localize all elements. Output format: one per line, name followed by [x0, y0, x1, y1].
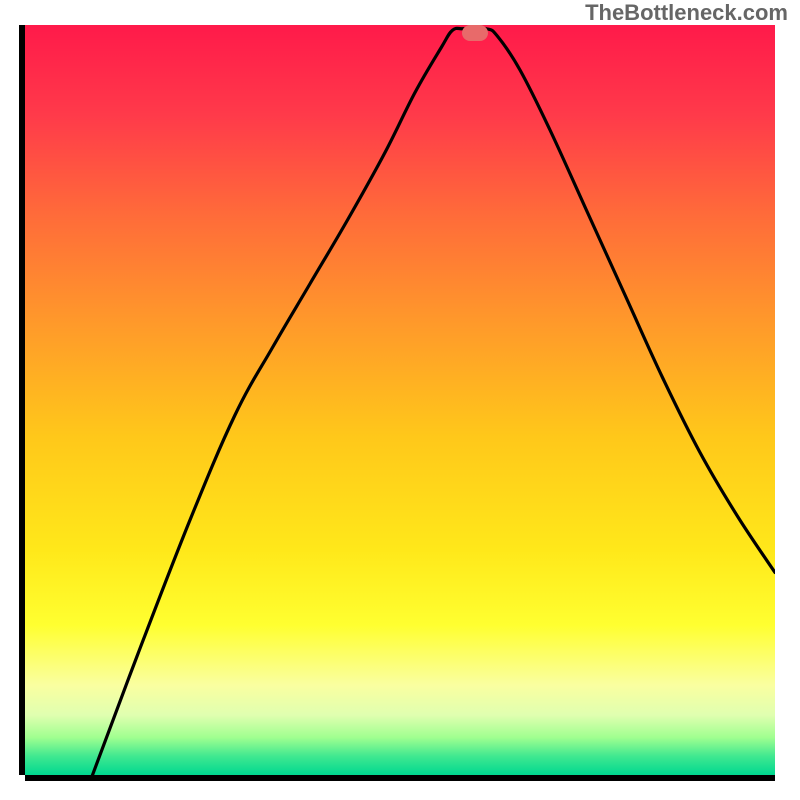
y-axis — [19, 25, 25, 775]
optimal-point-marker — [462, 25, 488, 41]
bottleneck-curve — [25, 25, 775, 775]
plot-area — [25, 25, 775, 775]
chart-container: { "watermark": "TheBottleneck.com", "cha… — [0, 0, 800, 800]
x-axis — [25, 775, 775, 781]
watermark-text: TheBottleneck.com — [585, 0, 788, 26]
